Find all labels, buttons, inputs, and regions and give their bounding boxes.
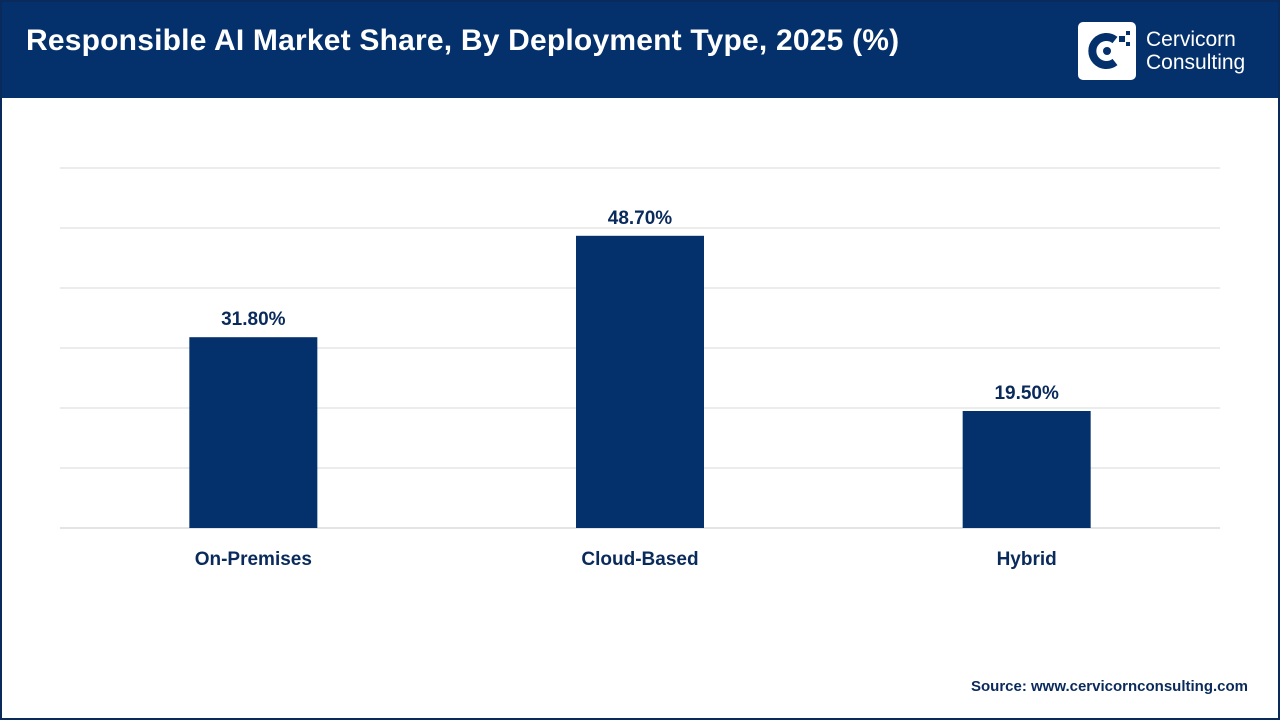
brand-logo: Cervicorn Consulting — [1078, 22, 1268, 80]
data-label: 31.80% — [221, 309, 286, 330]
bar — [962, 411, 1091, 528]
cervicorn-logo-icon — [1078, 22, 1136, 80]
source-note: Source: www.cervicornconsulting.com — [970, 678, 1248, 695]
bar — [189, 337, 318, 528]
x-tick-label: Hybrid — [997, 549, 1057, 570]
x-tick-label: On-Premises — [195, 549, 312, 570]
header-banner: Responsible AI Market Share, By Deployme… — [2, 2, 1278, 98]
logo-line-2: Consulting — [1146, 51, 1246, 74]
data-label: 48.70% — [608, 208, 673, 229]
logo-wordmark: Cervicorn Consulting — [1146, 28, 1245, 74]
chart-title: Responsible AI Market Share, By Deployme… — [26, 24, 900, 57]
bar-chart: 31.80% On-Premises 48.70% Cloud-Based 19.50%… — [60, 167, 1220, 570]
logo-line-1: Cervicorn — [1146, 28, 1236, 51]
data-label: 19.50% — [994, 383, 1059, 404]
bar — [576, 235, 704, 529]
x-tick-label: Cloud-Based — [581, 549, 698, 570]
